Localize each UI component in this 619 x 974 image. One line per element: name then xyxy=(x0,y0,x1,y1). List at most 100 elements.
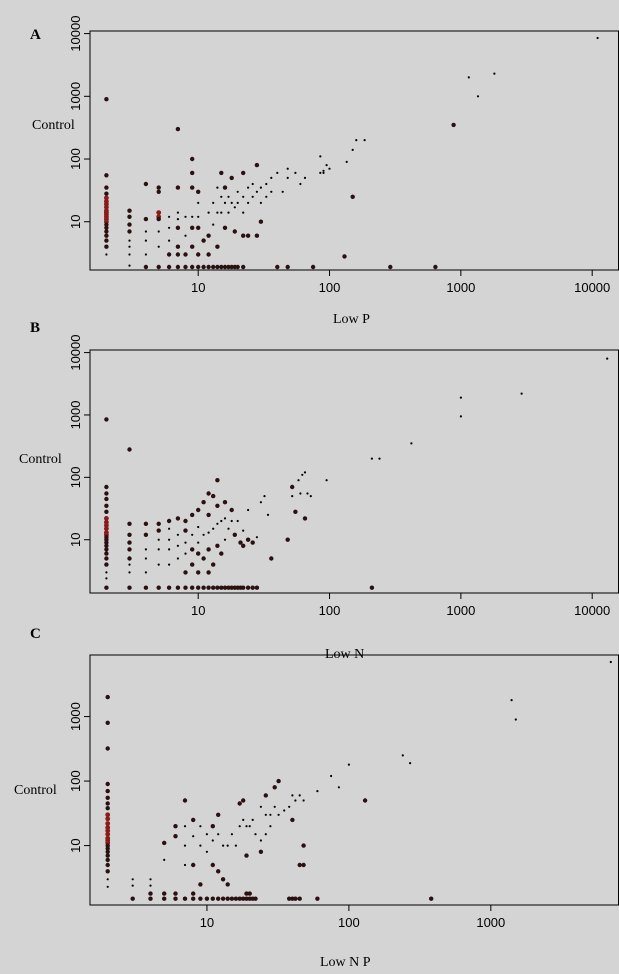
data-point xyxy=(219,264,224,270)
data-point xyxy=(510,699,513,702)
data-point xyxy=(345,160,348,163)
data-point xyxy=(190,562,195,567)
data-point xyxy=(206,252,211,257)
data-point xyxy=(144,239,147,242)
data-point xyxy=(175,244,181,249)
plot-frame-c xyxy=(89,654,619,906)
data-point xyxy=(207,211,210,214)
data-point xyxy=(253,896,258,901)
data-point xyxy=(237,801,242,806)
data-point xyxy=(176,211,179,214)
data-point xyxy=(105,788,110,794)
data-point xyxy=(302,799,305,802)
data-point xyxy=(251,195,254,198)
data-point xyxy=(166,264,172,270)
y-tick-label: 10 xyxy=(68,838,83,852)
data-point xyxy=(233,896,239,901)
data-point xyxy=(245,233,251,238)
data-point xyxy=(104,523,109,528)
data-point xyxy=(104,195,109,201)
data-point xyxy=(237,896,242,901)
data-point xyxy=(201,556,206,561)
data-point xyxy=(183,252,188,257)
data-point xyxy=(388,264,393,270)
data-point xyxy=(199,844,202,847)
data-point xyxy=(106,878,109,881)
data-point xyxy=(105,720,110,725)
data-point xyxy=(233,206,236,209)
data-point xyxy=(215,478,220,483)
data-point xyxy=(242,818,245,822)
data-point xyxy=(127,229,132,234)
data-point xyxy=(250,540,255,545)
data-point xyxy=(409,762,412,765)
data-point xyxy=(247,508,250,512)
data-point xyxy=(127,585,132,590)
data-point xyxy=(198,882,203,887)
data-point xyxy=(325,479,328,482)
data-point xyxy=(234,844,237,847)
data-point xyxy=(254,233,260,238)
data-point xyxy=(168,527,171,530)
data-point xyxy=(191,817,196,823)
data-point xyxy=(250,585,255,590)
data-point xyxy=(201,238,206,243)
data-point xyxy=(298,794,301,797)
data-point xyxy=(191,862,196,868)
data-point xyxy=(216,812,221,817)
y-axis-label-c: Control xyxy=(14,783,57,798)
data-point xyxy=(206,512,211,518)
data-point xyxy=(259,201,262,204)
data-point xyxy=(310,264,316,270)
data-point xyxy=(127,447,132,452)
data-point xyxy=(105,869,110,874)
data-point xyxy=(168,215,171,218)
data-point xyxy=(223,201,227,204)
data-point xyxy=(143,216,149,222)
data-point xyxy=(206,570,211,575)
data-point xyxy=(609,660,612,664)
data-point xyxy=(263,793,268,798)
data-point xyxy=(104,551,109,556)
data-point xyxy=(230,519,233,523)
data-point xyxy=(149,878,152,881)
data-point xyxy=(175,252,181,257)
data-point xyxy=(247,186,250,189)
data-point xyxy=(128,563,131,566)
data-point xyxy=(105,806,110,811)
data-point xyxy=(275,264,280,270)
data-point xyxy=(183,585,188,590)
data-point xyxy=(219,585,224,590)
data-point xyxy=(157,245,160,248)
data-point xyxy=(149,884,152,887)
data-point xyxy=(157,563,160,566)
data-point xyxy=(378,457,381,460)
data-point xyxy=(241,798,246,803)
x-tick-label: 1000 xyxy=(446,603,475,618)
data-point xyxy=(226,264,231,270)
data-point xyxy=(227,211,230,214)
data-point xyxy=(291,794,294,797)
data-point xyxy=(105,853,110,858)
data-point xyxy=(216,211,219,214)
data-point xyxy=(219,170,224,176)
data-point xyxy=(190,244,195,249)
data-point xyxy=(222,225,228,230)
data-point xyxy=(316,790,319,793)
data-point xyxy=(105,577,108,580)
data-point xyxy=(276,778,281,784)
data-point xyxy=(157,548,160,551)
data-point xyxy=(216,186,219,189)
data-point xyxy=(322,171,325,174)
data-point xyxy=(104,484,109,490)
data-point xyxy=(222,264,228,270)
data-point xyxy=(105,862,110,868)
data-point xyxy=(285,537,290,542)
data-point xyxy=(242,529,245,532)
plot-panel-b: 10 100 1000 10000 10 100 1000 10000 xyxy=(68,335,619,618)
y-tick-label: 100 xyxy=(68,770,83,792)
data-point xyxy=(182,798,188,803)
data-point xyxy=(429,896,434,901)
data-point xyxy=(217,833,220,836)
data-point xyxy=(105,795,110,800)
